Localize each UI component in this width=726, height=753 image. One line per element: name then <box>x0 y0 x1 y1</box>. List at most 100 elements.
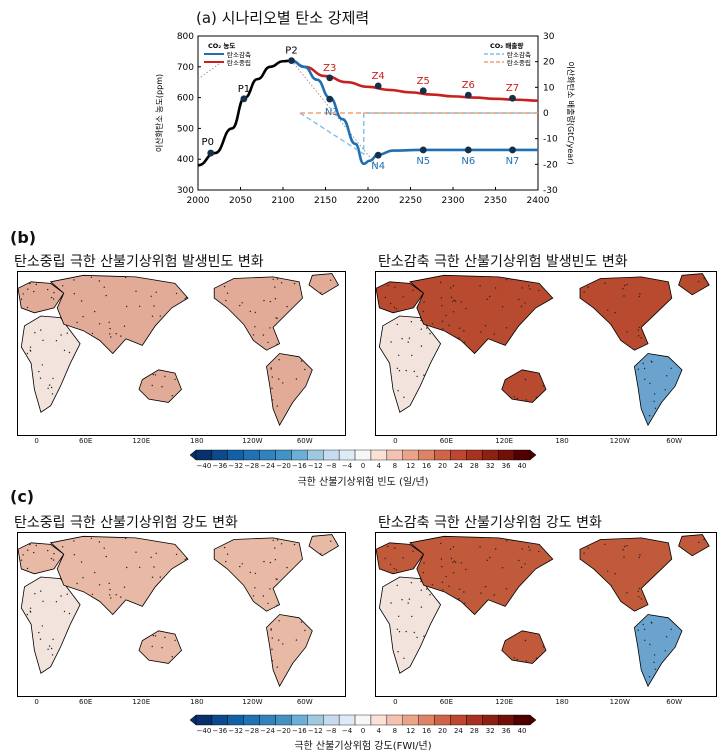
colorbar-swatch <box>259 449 276 461</box>
significance-dot <box>416 375 418 378</box>
colorbar-swatch <box>513 449 531 461</box>
continent-shape <box>266 353 313 427</box>
significance-dot <box>516 658 518 661</box>
significance-dot <box>698 280 700 283</box>
significance-dot <box>276 578 278 580</box>
significance-dot <box>171 395 173 397</box>
significance-dot <box>55 340 58 342</box>
significance-dot <box>48 645 51 647</box>
scenario-point-label: N3 <box>325 107 339 118</box>
continent-shape <box>678 534 710 557</box>
significance-dot <box>47 288 49 291</box>
colorbar-swatch <box>291 714 308 726</box>
significance-dot <box>649 382 651 385</box>
colorbar-swatch <box>434 714 451 726</box>
significance-dot <box>276 317 278 319</box>
colorbar-swatch <box>195 449 213 461</box>
significance-dot <box>389 563 392 566</box>
scenario-point <box>374 151 382 159</box>
significance-dot <box>493 594 495 596</box>
significance-dot <box>402 557 404 559</box>
significance-dot <box>124 537 127 540</box>
significance-dot <box>254 311 257 314</box>
significance-dot <box>703 538 705 541</box>
significance-dot <box>398 615 400 617</box>
significance-dot <box>161 647 163 649</box>
significance-dot <box>413 370 415 373</box>
colorbar-tick-label: 32 <box>485 462 495 470</box>
significance-dot <box>263 560 265 563</box>
x-tick-label: 2100 <box>272 196 295 206</box>
colorbar-swatch <box>291 449 308 461</box>
significance-dot <box>431 584 434 586</box>
significance-dot <box>271 387 273 389</box>
scenario-point-label: Z7 <box>506 83 519 94</box>
scenario-point <box>374 82 382 90</box>
significance-dot <box>249 310 251 313</box>
significance-dot <box>60 595 62 597</box>
significance-dot <box>254 326 256 328</box>
continent-shape <box>579 276 673 351</box>
significance-dot <box>441 566 443 568</box>
significance-dot <box>505 588 508 590</box>
significance-dot <box>420 580 422 583</box>
continent-shape <box>633 614 683 688</box>
y-right-tick-label: -30 <box>543 186 558 196</box>
significance-dot <box>254 572 257 575</box>
significance-dot <box>278 639 280 641</box>
colorbar-swatch <box>370 714 388 726</box>
scenario-point-label: P1 <box>238 84 250 95</box>
colorbar-tick-label: −40 <box>196 462 212 470</box>
significance-dot <box>108 321 110 323</box>
significance-dot <box>442 328 444 330</box>
significance-dot <box>465 568 467 571</box>
significance-dot <box>464 341 466 343</box>
significance-dot <box>416 636 418 639</box>
dotted-guide <box>197 60 224 80</box>
continent-shape <box>376 542 425 575</box>
map-longitude-label: 120E <box>132 698 151 706</box>
significance-dot <box>643 367 646 370</box>
y-left-tick-label: 800 <box>177 32 194 42</box>
significance-dot <box>152 373 155 376</box>
significance-dot <box>607 570 609 572</box>
panel-b-left-title: 탄소중립 극한 산불기상위험 발생빈도 변화 <box>14 254 264 270</box>
significance-dot <box>50 296 53 299</box>
significance-dot <box>153 305 155 307</box>
significance-dot <box>252 595 255 597</box>
significance-dot <box>262 595 265 597</box>
map-longitude-label: 60E <box>439 698 454 706</box>
significance-dot <box>408 337 411 339</box>
significance-dot <box>423 635 425 637</box>
significance-dot <box>35 283 37 286</box>
y-left-tick-label: 700 <box>177 63 194 73</box>
significance-dot <box>55 601 58 603</box>
colorbar-tick-label: −8 <box>326 462 337 470</box>
significance-dot <box>320 292 322 294</box>
significance-dot <box>420 319 422 322</box>
significance-dot <box>90 276 93 278</box>
significance-dot <box>151 315 154 317</box>
colorbar-swatch <box>418 449 435 461</box>
significance-dot <box>450 287 452 289</box>
significance-dot <box>441 305 443 307</box>
significance-dot <box>94 310 96 313</box>
significance-dot <box>39 638 42 640</box>
map-longitude-label: 0 <box>34 437 39 445</box>
significance-dot <box>286 566 288 569</box>
significance-dot <box>525 399 527 401</box>
significance-dot <box>394 286 396 288</box>
significance-dot <box>62 546 64 548</box>
significance-dot <box>423 301 425 303</box>
y-left-tick-label: 500 <box>177 124 194 134</box>
significance-dot <box>175 292 178 295</box>
significance-dot <box>518 559 520 562</box>
significance-dot <box>413 306 415 308</box>
continent-shape <box>579 537 673 612</box>
concentration-series-line <box>291 59 539 102</box>
panel-b-right-title: 탄소감축 극한 산불기상위험 발생빈도 변화 <box>378 254 628 270</box>
continent-shape <box>49 535 189 616</box>
significance-dot <box>280 282 283 284</box>
significance-dot <box>495 548 497 550</box>
significance-dot <box>464 602 466 604</box>
